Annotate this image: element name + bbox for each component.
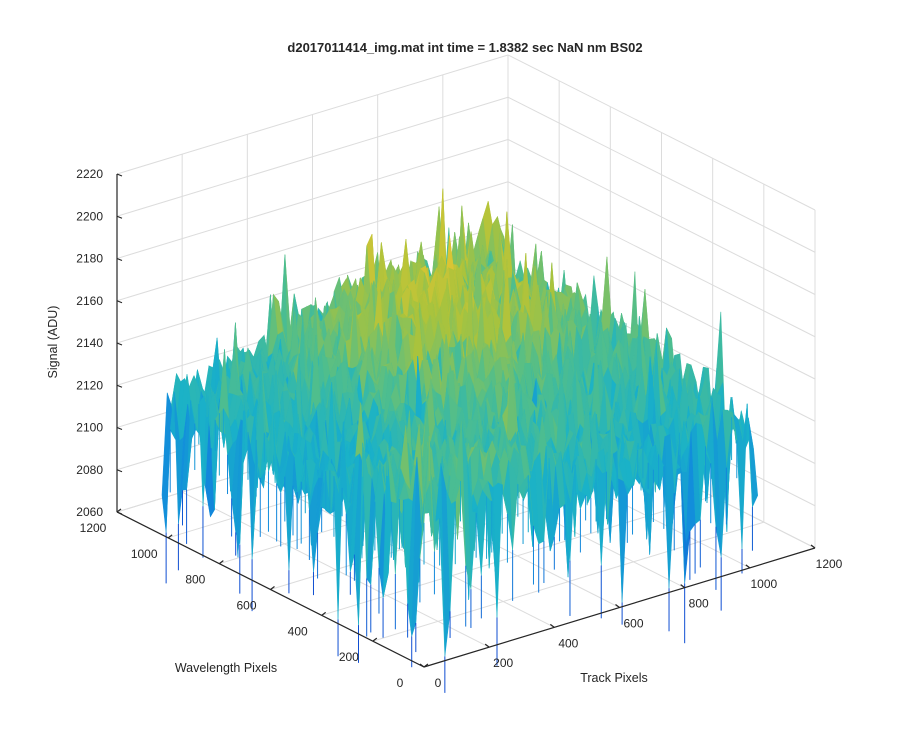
z-tick-mark <box>116 342 123 346</box>
grid-line-wall-z <box>116 96 509 217</box>
x-tick-label: 600 <box>623 617 643 631</box>
y-tick-label: 0 <box>397 676 404 690</box>
x-tick-label: 200 <box>493 656 513 670</box>
x-tick-label: 1000 <box>750 577 777 591</box>
grid-line-wall-z <box>507 181 816 338</box>
surface-mesh <box>161 188 759 693</box>
z-tick-mark <box>116 384 123 388</box>
y-axis-label: Wavelength Pixels <box>175 661 277 675</box>
grid-line-wall-z <box>507 54 816 211</box>
y-tick-label: 200 <box>339 650 359 664</box>
z-tick-label: 2180 <box>76 252 103 266</box>
surface-cell <box>617 478 628 603</box>
z-tick-label: 2200 <box>76 209 103 223</box>
z-tick-label: 2120 <box>76 378 103 392</box>
z-tick-mark <box>116 257 123 262</box>
z-tick-mark <box>116 215 123 219</box>
x-tick-label: 0 <box>435 676 442 690</box>
y-tick-label: 800 <box>185 573 205 587</box>
z-tick-label: 2100 <box>76 421 103 435</box>
y-tick-label: 600 <box>236 599 256 613</box>
y-tick-label: 1000 <box>131 547 158 561</box>
x-axis-label: Track Pixels <box>580 671 648 685</box>
z-tick-label: 2140 <box>76 336 103 350</box>
x-tick-label: 800 <box>689 597 709 611</box>
grid-line-wall-z <box>507 139 816 295</box>
grid-line-wall-z <box>116 54 509 175</box>
x-tick-label: 400 <box>558 636 578 650</box>
y-tick-label: 1200 <box>80 521 107 535</box>
z-tick-label: 2160 <box>76 294 103 308</box>
grid-line-floor-y <box>372 521 764 642</box>
y-tick-label: 400 <box>288 624 308 638</box>
z-tick-label: 2060 <box>76 505 103 519</box>
z-axis-label: Signal (ADU) <box>46 306 60 379</box>
z-tick-mark <box>116 426 123 431</box>
grid-line-wall-z <box>507 96 816 253</box>
z-tick-mark <box>116 300 123 304</box>
z-tick-mark <box>116 173 123 177</box>
grid-line-wall-z <box>507 223 816 380</box>
grid-line-wall-z <box>116 139 509 259</box>
z-tick-label: 2080 <box>76 463 103 477</box>
z-tick-label: 2220 <box>76 167 103 181</box>
x-tick-label: 1200 <box>816 557 843 571</box>
chart-title: d2017011414_img.mat int time = 1.8382 se… <box>287 40 642 55</box>
surface-cell <box>748 417 759 508</box>
z-tick-mark <box>116 469 123 473</box>
